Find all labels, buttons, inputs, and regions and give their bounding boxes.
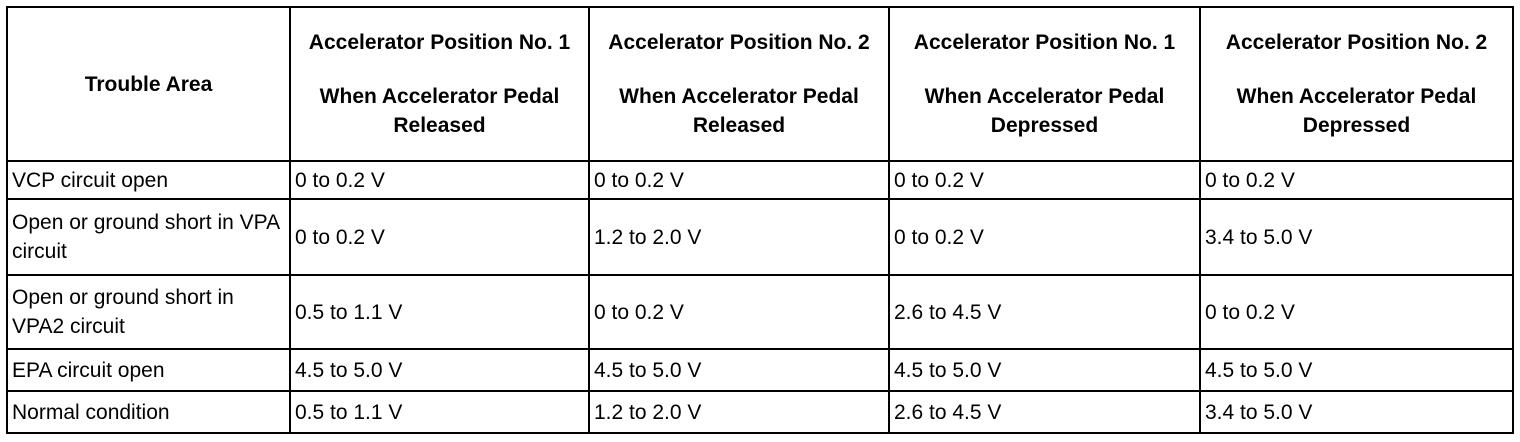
position-label: Accelerator Position No. 1 [308,31,571,54]
trouble-area-cell: Open or ground short in VPA circuit [6,198,291,276]
voltage-cell: 2.6 to 4.5 V [888,390,1201,434]
header-row: Trouble Area Accelerator Position No. 1 Wh… [6,6,1514,162]
voltage-cell: 2.6 to 4.5 V [888,274,1201,350]
trouble-area-cell: VCP circuit open [6,160,291,200]
trouble-area-cell: Open or ground short in VPA2 circuit [6,274,291,350]
header-cell: Accelerator Position No. 1 When Accelerat… [888,6,1201,162]
data-row: Open or ground short in VPA circuit 0 to … [6,198,1514,276]
voltage-cell: 0.5 to 1.1 V [289,274,590,350]
voltage-cell: 0 to 0.2 V [289,198,590,276]
condition-label: When Accelerator Pedal Released [319,85,560,137]
condition-label: When Accelerator Pedal Released [619,85,859,137]
position-label: Accelerator Position No. 1 [913,31,1176,54]
voltage-cell: 4.5 to 5.0 V [888,348,1201,392]
table-header: Trouble Area Accelerator Position No. 1 Wh… [6,6,1514,162]
header-cell: Accelerator Position No. 2 When Accelerat… [1199,6,1514,162]
position-label: Accelerator Position No. 2 [608,31,870,54]
header-cell: Accelerator Position No. 1 When Accelerat… [289,6,590,162]
voltage-cell: 0 to 0.2 V [1199,274,1514,350]
voltage-table: Trouble Area Accelerator Position No. 1 Wh… [6,6,1514,434]
trouble-area-cell: EPA circuit open [6,348,291,392]
data-row: Normal condition 0.5 to 1.1 V 1.2 to 2.0 V… [6,390,1514,434]
voltage-cell: 0 to 0.2 V [588,274,890,350]
voltage-cell: 3.4 to 5.0 V [1199,198,1514,276]
voltage-cell: 0 to 0.2 V [888,198,1201,276]
voltage-cell: 0 to 0.2 V [588,160,890,200]
voltage-cell: 0 to 0.2 V [289,160,590,200]
voltage-cell: 4.5 to 5.0 V [289,348,590,392]
header-cell: Trouble Area [6,6,291,162]
voltage-cell: 1.2 to 2.0 V [588,198,890,276]
data-row: EPA circuit open 4.5 to 5.0 V 4.5 to 5.0 V… [6,348,1514,392]
voltage-cell: 3.4 to 5.0 V [1199,390,1514,434]
voltage-cell: 4.5 to 5.0 V [1199,348,1514,392]
voltage-cell: 0 to 0.2 V [888,160,1201,200]
position-label: Accelerator Position No. 2 [1225,31,1488,54]
condition-label: When Accelerator Pedal Depressed [1236,85,1477,137]
voltage-cell: 4.5 to 5.0 V [588,348,890,392]
header-cell: Accelerator Position No. 2 When Accelerat… [588,6,890,162]
data-row: Open or ground short in VPA2 circuit 0.5 … [6,274,1514,350]
voltage-cell: 1.2 to 2.0 V [588,390,890,434]
trouble-area-cell: Normal condition [6,390,291,434]
condition-label: When Accelerator Pedal Depressed [924,85,1165,137]
voltage-cell: 0 to 0.2 V [1199,160,1514,200]
voltage-cell: 0.5 to 1.1 V [289,390,590,434]
